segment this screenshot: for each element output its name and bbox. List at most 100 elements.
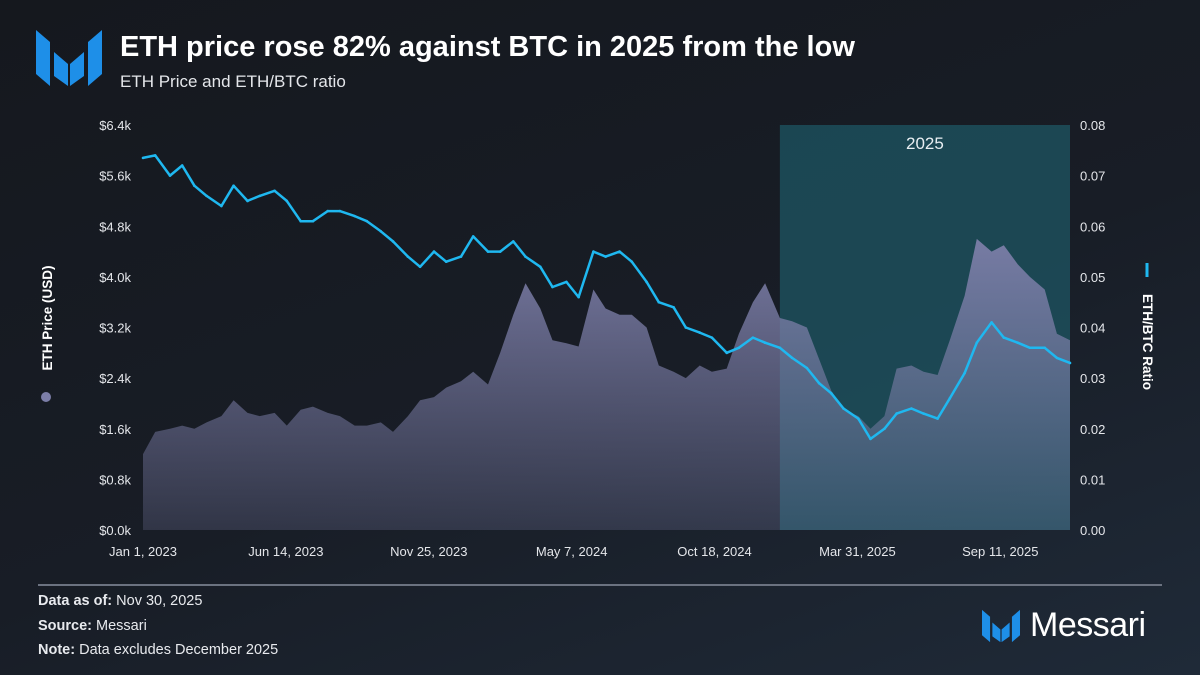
x-tick-label: Jan 1, 2023 bbox=[109, 544, 177, 559]
price-legend-marker bbox=[41, 392, 51, 402]
ratio-point bbox=[326, 209, 330, 213]
ratio-point bbox=[1043, 346, 1047, 350]
ratio-point bbox=[193, 184, 196, 188]
ratio-point bbox=[737, 346, 741, 350]
chart-subtitle: ETH Price and ETH/BTC ratio bbox=[120, 72, 346, 91]
ratio-point bbox=[657, 300, 661, 304]
ratio-point bbox=[246, 199, 249, 203]
messari-logo-icon bbox=[36, 30, 102, 86]
ratio-point bbox=[486, 250, 490, 253]
ratio-point bbox=[353, 214, 357, 218]
ratio-point bbox=[922, 412, 925, 415]
ratio-point bbox=[471, 235, 475, 238]
ratio-point bbox=[856, 417, 860, 420]
ratio-point bbox=[379, 230, 383, 233]
ratio-point bbox=[883, 427, 886, 431]
source: Source: Messari bbox=[38, 618, 147, 634]
ratio-point bbox=[698, 331, 702, 334]
x-tick-label: Jun 14, 2023 bbox=[248, 544, 323, 559]
ratio-point bbox=[592, 250, 595, 253]
y-right-tick-label: 0.04 bbox=[1080, 321, 1105, 336]
y-left-tick-label: $3.2k bbox=[99, 321, 131, 336]
ratio-point bbox=[1055, 356, 1059, 360]
x-tick-label: Nov 25, 2023 bbox=[390, 544, 467, 559]
ratio-point bbox=[220, 204, 223, 208]
ratio-point bbox=[829, 392, 833, 395]
ratio-point bbox=[895, 412, 898, 415]
y-left-tick-label: $5.6k bbox=[99, 169, 131, 184]
ratio-point bbox=[725, 351, 729, 355]
ratio-point bbox=[790, 356, 794, 360]
ratio-point bbox=[948, 397, 952, 400]
ratio-point bbox=[418, 265, 422, 269]
ratio-point bbox=[180, 164, 184, 167]
ratio-point bbox=[630, 260, 634, 263]
ratio-point bbox=[432, 250, 436, 253]
y-left-tick-label: $0.8k bbox=[99, 472, 131, 487]
ratio-point bbox=[538, 265, 542, 269]
x-tick-label: Mar 31, 2025 bbox=[819, 544, 896, 559]
ratio-point bbox=[975, 341, 979, 344]
ratio-point bbox=[990, 321, 993, 324]
ratio-point bbox=[910, 407, 913, 410]
y-right-tick-label: 0.07 bbox=[1080, 169, 1105, 184]
y-left-tick-label: $0.0k bbox=[99, 523, 131, 538]
ratio-point bbox=[751, 336, 755, 339]
ratio-point bbox=[565, 280, 568, 284]
x-tick-label: May 7, 2024 bbox=[536, 544, 608, 559]
ratio-point bbox=[153, 154, 157, 157]
ratio-point bbox=[524, 255, 527, 258]
ratio-point bbox=[459, 255, 463, 258]
ratio-point bbox=[763, 341, 767, 344]
ratio-point bbox=[869, 437, 872, 441]
chart: 2025 $0.0k $0.8k $1.6k $2.4k $3.2k $4.0k $4.8k $… bbox=[40, 118, 1149, 559]
y-left-tick-label: $4.8k bbox=[99, 219, 131, 234]
y-right-tick-label: 0.05 bbox=[1080, 270, 1105, 285]
y-right-tick-label: 0.00 bbox=[1080, 523, 1105, 538]
ratio-point bbox=[141, 156, 145, 160]
eth-price-area bbox=[143, 238, 1070, 530]
ratio-point bbox=[299, 219, 302, 223]
y-right-tick-label: 0.02 bbox=[1080, 422, 1105, 437]
y-right-tick-label: 0.01 bbox=[1080, 472, 1105, 487]
ratio-point bbox=[1028, 346, 1032, 350]
ratio-point bbox=[285, 199, 289, 203]
footer-divider bbox=[38, 584, 1162, 586]
ratio-point bbox=[258, 194, 262, 198]
y-left-axis-label: ETH Price (USD) bbox=[40, 265, 55, 370]
ratio-point bbox=[1002, 336, 1006, 339]
ratio-point bbox=[842, 407, 845, 410]
ratio-point bbox=[391, 240, 395, 243]
ratio-point bbox=[311, 219, 315, 223]
x-tick-label: Oct 18, 2024 bbox=[677, 544, 751, 559]
ratio-point bbox=[805, 366, 809, 370]
ratio-point bbox=[604, 255, 607, 258]
ratio-point bbox=[710, 336, 714, 339]
ratio-point bbox=[577, 295, 580, 299]
ratio-point bbox=[1068, 361, 1072, 365]
brand-name: Messari bbox=[1030, 606, 1146, 644]
ratio-point bbox=[817, 381, 821, 385]
ratio-point bbox=[168, 174, 172, 177]
ratio-point bbox=[365, 219, 369, 223]
y-left-tick-label: $6.4k bbox=[99, 118, 131, 133]
data-as-of: Data as of: Nov 30, 2025 bbox=[38, 593, 203, 609]
y-right-tick-label: 0.06 bbox=[1080, 219, 1105, 234]
y-left-tick-label: $1.6k bbox=[99, 422, 131, 437]
ratio-point bbox=[778, 346, 782, 350]
ratio-point bbox=[684, 326, 688, 329]
y-left-tick-label: $4.0k bbox=[99, 270, 131, 285]
ratio-point bbox=[672, 305, 675, 309]
ratio-point bbox=[645, 280, 648, 284]
y-right-tick-label: 0.08 bbox=[1080, 118, 1105, 133]
ratio-point bbox=[205, 194, 208, 198]
x-tick-label: Sep 11, 2025 bbox=[962, 544, 1038, 559]
messari-logo-icon bbox=[982, 609, 1020, 642]
y-left-tick-label: $2.4k bbox=[99, 371, 131, 386]
ratio-point bbox=[936, 417, 939, 420]
y-right-tick-label: 0.03 bbox=[1080, 371, 1105, 386]
ratio-point bbox=[963, 371, 966, 375]
ratio-point bbox=[232, 184, 235, 188]
ratio-point bbox=[511, 240, 515, 243]
chart-title: ETH price rose 82% against BTC in 2025 f… bbox=[120, 31, 855, 63]
